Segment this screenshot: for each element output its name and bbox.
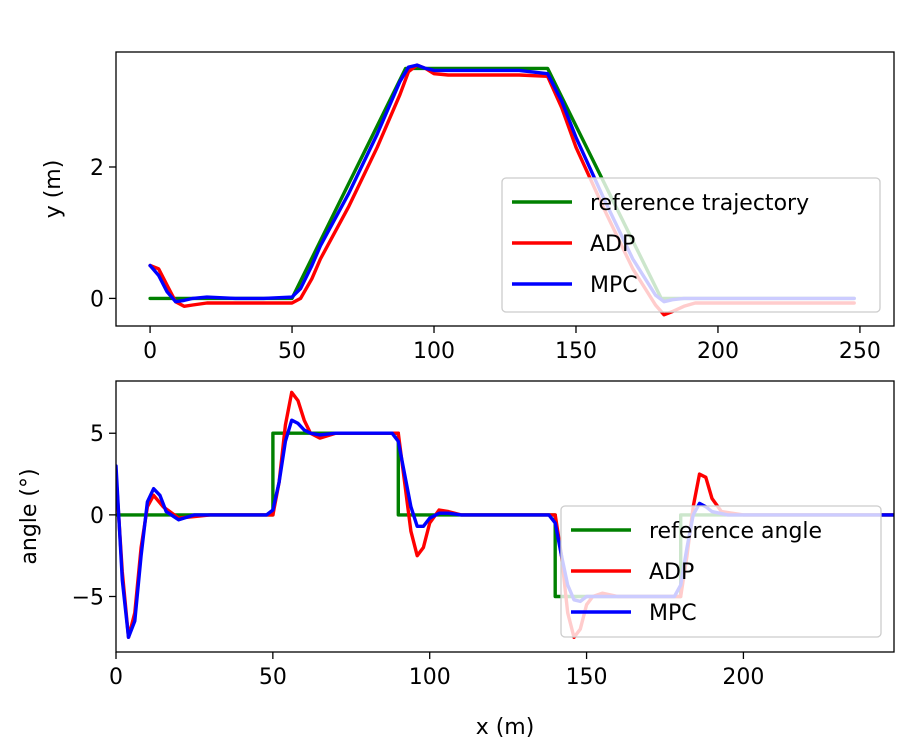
y-tick-label: 5 [90, 422, 104, 447]
x-tick-label: 200 [697, 339, 739, 364]
y-axis-label: y (m) [41, 160, 66, 219]
y-tick-label: 0 [90, 504, 104, 529]
axes-frame [115, 380, 895, 653]
legend-label: ADP [590, 232, 635, 257]
legend-frame [501, 177, 881, 313]
x-tick-label: 150 [555, 339, 597, 364]
legend: reference trajectory ADP MPC [501, 177, 881, 313]
top-plot-trajectory: 0 50 100 150 200 250 0 2 y (m) reference trajecto… [41, 51, 895, 364]
legend-label: reference angle [649, 519, 822, 544]
x-tick-label: 150 [566, 665, 608, 690]
axes-frame [115, 51, 895, 327]
x-tick-label: 100 [409, 665, 451, 690]
y-axis-label: angle (°) [17, 468, 42, 564]
legend-frame [560, 505, 882, 638]
legend-label: MPC [590, 273, 638, 298]
x-tick-label: 200 [722, 665, 764, 690]
legend: reference angle ADP MPC [560, 505, 882, 638]
legend-label: reference trajectory [590, 191, 809, 216]
x-tick-label: 0 [143, 339, 157, 364]
y-tick-label: 0 [90, 287, 104, 312]
x-tick-label: 50 [259, 665, 287, 690]
y-tick-label: 2 [90, 156, 104, 181]
legend-label: ADP [649, 560, 694, 585]
x-tick-label: 50 [278, 339, 306, 364]
x-tick-label: 250 [839, 339, 881, 364]
y-tick-label: −5 [72, 585, 104, 610]
x-tick-label: 0 [109, 665, 123, 690]
legend-label: MPC [649, 601, 697, 626]
x-axis-label: x (m) [476, 715, 535, 739]
x-tick-label: 100 [413, 339, 455, 364]
